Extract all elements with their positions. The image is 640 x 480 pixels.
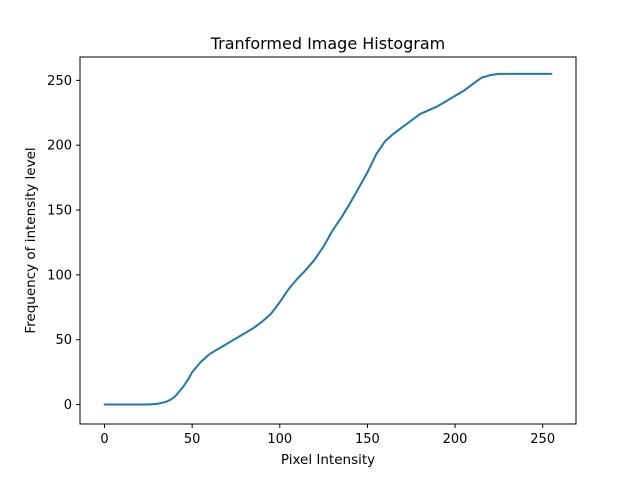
x-tick-label: 150 [355, 432, 380, 447]
y-axis-ticks: 0 50 100 150 200 250 [47, 74, 80, 413]
y-axis-label: Frequency of intensity level [23, 147, 39, 333]
y-tick-label: 250 [47, 74, 72, 89]
y-tick-label: 150 [47, 204, 72, 219]
x-tick-label: 200 [443, 432, 468, 447]
x-tick-label: 0 [100, 432, 108, 447]
y-tick-label: 100 [47, 268, 72, 283]
y-tick-label: 200 [47, 139, 72, 154]
x-axis-label: Pixel Intensity [281, 452, 375, 468]
y-tick-label: 0 [64, 398, 72, 413]
x-tick-label: 100 [267, 432, 292, 447]
x-axis-ticks: 0 50 100 150 200 250 [100, 424, 555, 447]
plot-frame [79, 56, 577, 425]
series-line-0 [103, 72, 553, 406]
x-tick-label: 250 [530, 432, 555, 447]
y-tick-label: 50 [55, 333, 72, 348]
plot-layer [103, 72, 553, 406]
chart-title: Tranformed Image Histogram [210, 34, 446, 53]
x-tick-label: 50 [184, 432, 201, 447]
